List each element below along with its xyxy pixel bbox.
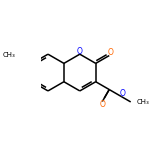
Text: O: O	[120, 89, 126, 98]
Text: O: O	[107, 48, 113, 57]
Text: CH₃: CH₃	[2, 52, 15, 58]
Text: O: O	[99, 100, 105, 109]
Text: O: O	[77, 47, 83, 56]
Text: CH₃: CH₃	[136, 99, 149, 105]
